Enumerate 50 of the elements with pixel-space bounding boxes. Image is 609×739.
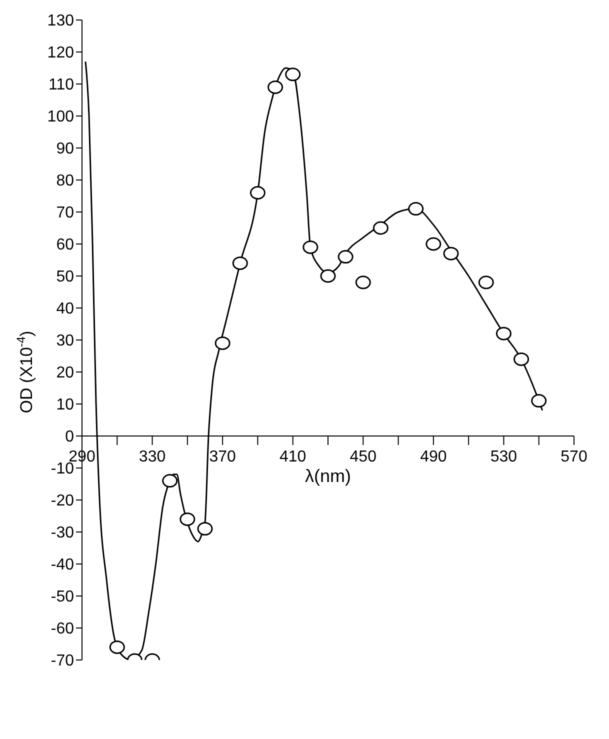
point <box>443 246 459 260</box>
point <box>320 269 336 283</box>
point <box>408 202 424 216</box>
y-tick-label: -20 <box>50 492 74 510</box>
point <box>372 221 388 235</box>
y-tick-label: 70 <box>56 204 74 222</box>
y-tick-label: -50 <box>50 588 74 606</box>
x-tick-label: 570 <box>560 448 588 466</box>
point <box>197 522 213 536</box>
y-tick-label: 130 <box>47 12 74 30</box>
point <box>214 336 230 350</box>
y-tick-label: 110 <box>48 76 74 94</box>
point <box>531 394 547 408</box>
point <box>162 474 178 488</box>
y-tick-label: -10 <box>50 460 74 478</box>
y-tick-label: -60 <box>50 620 74 638</box>
x-tick-label: 490 <box>420 448 447 466</box>
y-tick-label: 60 <box>56 236 74 254</box>
y-tick-label: 30 <box>56 332 74 350</box>
y-tick-label: -40 <box>50 556 74 574</box>
y-tick-label: 80 <box>56 172 74 190</box>
point <box>302 240 318 254</box>
point <box>109 640 125 654</box>
x-tick-label: 450 <box>350 448 377 466</box>
y-tick-label: 120 <box>47 44 74 62</box>
point <box>268 80 284 94</box>
point <box>250 186 266 200</box>
y-tick-label: -70 <box>50 652 74 670</box>
point <box>232 256 248 270</box>
point <box>355 276 371 290</box>
y-tick-label: -30 <box>50 524 74 542</box>
point <box>478 276 494 290</box>
y-tick-label: 100 <box>47 108 74 126</box>
point <box>426 237 442 251</box>
x-tick-label: 330 <box>138 448 166 466</box>
y-tick-label: 10 <box>56 396 74 414</box>
point <box>496 326 512 340</box>
x-axis-title: λ(nm) <box>305 466 351 486</box>
x-tick-label: 530 <box>490 448 518 466</box>
y-tick-label: 90 <box>56 140 74 158</box>
y-tick-label: 0 <box>65 428 74 446</box>
x-tick-label: 410 <box>280 448 306 466</box>
point <box>514 352 530 366</box>
point <box>180 512 196 526</box>
x-tick-label: 370 <box>209 448 236 466</box>
point <box>285 68 301 82</box>
point <box>338 250 354 264</box>
y-tick-label: 40 <box>56 300 74 318</box>
y-tick-label: 20 <box>56 364 74 382</box>
y-tick-label: 50 <box>56 268 74 286</box>
